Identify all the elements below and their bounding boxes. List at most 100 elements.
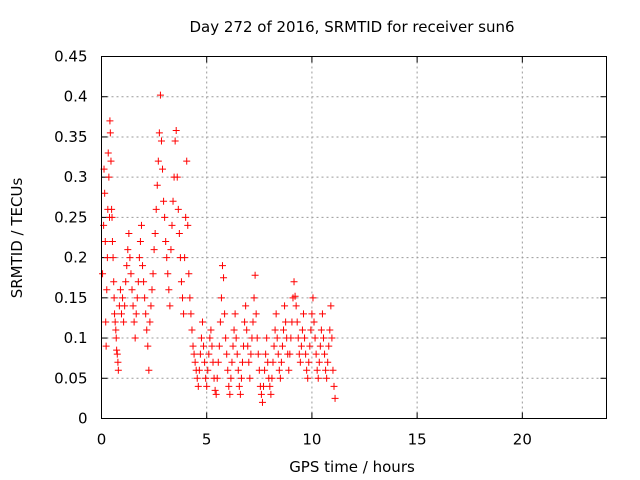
data-point	[171, 137, 179, 145]
data-point	[220, 274, 228, 282]
data-point	[249, 318, 257, 326]
data-point	[310, 318, 318, 326]
data-point	[133, 294, 141, 302]
data-point	[300, 310, 307, 318]
data-point	[331, 394, 339, 402]
data-point	[137, 221, 145, 229]
data-point	[131, 334, 139, 342]
data-point	[173, 173, 181, 181]
data-point	[141, 294, 149, 302]
data-point	[106, 117, 114, 125]
data-point	[168, 221, 176, 229]
data-point	[146, 318, 154, 326]
data-point	[105, 173, 113, 181]
data-point	[186, 294, 194, 302]
data-point	[306, 342, 314, 350]
data-point	[108, 213, 116, 221]
data-point	[120, 318, 128, 326]
data-point	[253, 334, 261, 342]
data-point	[207, 326, 215, 334]
data-point	[191, 358, 199, 366]
data-point	[190, 350, 198, 358]
data-point	[112, 326, 120, 334]
data-point	[101, 189, 109, 197]
data-point	[179, 294, 187, 302]
data-point	[139, 262, 147, 270]
data-point	[309, 294, 317, 302]
data-point	[125, 229, 133, 237]
axis-tick-labels: 0 5 10 15 20 0 0.05 0.1 0.15 0.2 0.25 0.3 0.35 0.4 0.4…	[54, 48, 532, 449]
data-point	[315, 358, 323, 366]
data-point	[203, 382, 211, 390]
data-point	[326, 326, 334, 334]
data-point	[307, 326, 315, 334]
data-point	[318, 310, 326, 318]
data-point	[213, 374, 221, 382]
data-point	[232, 334, 240, 342]
data-point	[238, 358, 246, 366]
data-point	[303, 366, 311, 374]
data-point	[215, 342, 223, 350]
data-point	[229, 342, 237, 350]
data-point	[327, 302, 335, 310]
data-point	[205, 350, 213, 358]
data-point	[258, 398, 266, 406]
data-point	[112, 334, 120, 342]
y-tick-label: 0.45	[54, 48, 87, 66]
data-point	[166, 302, 174, 310]
data-point	[301, 334, 309, 342]
data-point	[231, 310, 239, 318]
data-point	[165, 286, 173, 294]
data-point	[218, 262, 226, 270]
data-point	[201, 358, 209, 366]
data-point	[247, 350, 255, 358]
y-tick-label: 0.2	[64, 249, 88, 267]
y-tick-label: 0	[78, 410, 88, 428]
data-point	[147, 302, 155, 310]
y-axis-title: SRMTID / TECUs	[8, 178, 26, 299]
data-point	[223, 350, 231, 358]
data-point	[230, 326, 238, 334]
data-point	[273, 334, 281, 342]
data-point	[224, 366, 232, 374]
data-point	[148, 286, 156, 294]
data-point	[244, 342, 252, 350]
data-point	[293, 318, 301, 326]
data-point	[149, 270, 157, 278]
data-point	[250, 294, 258, 302]
data-point	[245, 358, 253, 366]
data-point	[188, 326, 196, 334]
data-point	[129, 302, 137, 310]
data-point	[159, 165, 167, 173]
data-point	[121, 302, 129, 310]
data-point	[252, 310, 260, 318]
data-point	[302, 350, 310, 358]
data-point	[193, 374, 201, 382]
data-point	[285, 366, 293, 374]
data-point	[261, 366, 269, 374]
data-point	[107, 157, 115, 165]
data-point	[196, 350, 204, 358]
data-point	[197, 334, 205, 342]
data-point	[180, 310, 188, 318]
y-tick-label: 0.35	[54, 128, 87, 146]
data-point	[314, 374, 322, 382]
data-point	[222, 334, 230, 342]
data-point	[103, 286, 111, 294]
data-point	[290, 278, 298, 286]
data-point	[114, 358, 122, 366]
data-point	[155, 129, 163, 137]
data-point	[275, 366, 283, 374]
data-point	[242, 302, 250, 310]
data-point	[257, 390, 265, 398]
data-point	[214, 358, 222, 366]
data-point	[106, 129, 114, 137]
data-point	[241, 318, 249, 326]
x-tick-label: 20	[513, 431, 532, 449]
data-point	[102, 318, 110, 326]
axis-ticks	[101, 56, 607, 419]
data-point	[305, 358, 313, 366]
data-point	[226, 390, 234, 398]
data-point	[272, 310, 280, 318]
